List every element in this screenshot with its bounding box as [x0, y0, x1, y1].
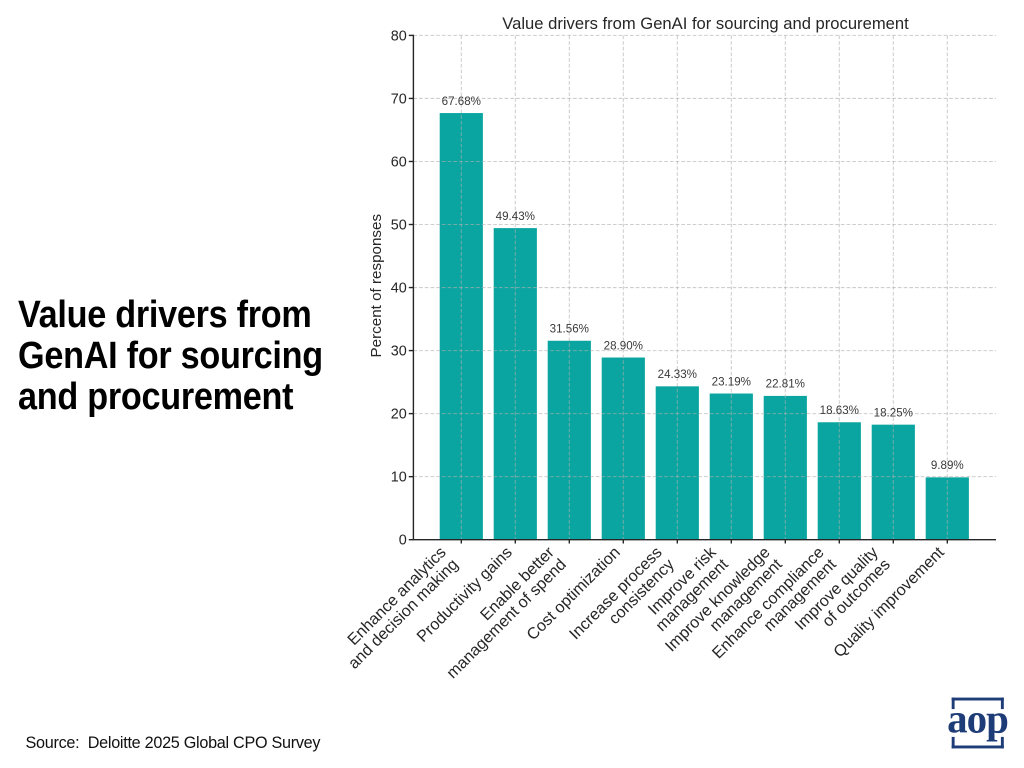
svg-text:18.63%: 18.63%: [820, 404, 859, 417]
svg-text:Percent of responses: Percent of responses: [368, 214, 385, 358]
svg-text:30: 30: [391, 344, 407, 360]
svg-text:9.89%: 9.89%: [931, 459, 964, 472]
svg-text:22.81%: 22.81%: [766, 378, 805, 391]
svg-text:31.56%: 31.56%: [550, 323, 589, 336]
svg-text:20: 20: [391, 407, 407, 423]
svg-text:18.25%: 18.25%: [874, 406, 913, 419]
svg-text:50: 50: [391, 218, 407, 234]
svg-text:70: 70: [391, 91, 407, 107]
svg-text:49.43%: 49.43%: [496, 210, 535, 223]
svg-text:67.68%: 67.68%: [442, 95, 481, 108]
svg-text:10: 10: [391, 470, 407, 486]
svg-text:aop: aop: [947, 696, 1008, 742]
svg-text:40: 40: [391, 281, 407, 297]
svg-text:28.90%: 28.90%: [604, 339, 643, 352]
svg-text:80: 80: [391, 28, 407, 44]
svg-text:Value drivers from GenAI for s: Value drivers from GenAI for sourcing an…: [502, 14, 909, 33]
svg-text:24.33%: 24.33%: [658, 368, 697, 381]
svg-text:60: 60: [391, 154, 407, 170]
svg-text:0: 0: [399, 533, 407, 549]
svg-text:23.19%: 23.19%: [712, 375, 751, 388]
